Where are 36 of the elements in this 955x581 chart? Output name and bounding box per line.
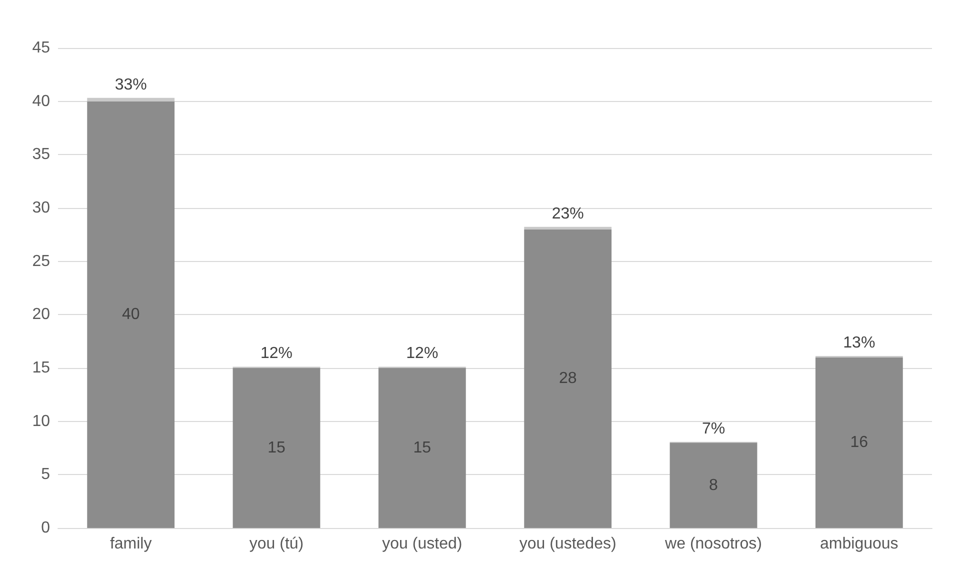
- bar: [87, 98, 175, 102]
- y-tick-label: 30: [32, 200, 50, 216]
- data-label: 13%: [843, 334, 876, 352]
- bar: [87, 101, 175, 528]
- x-tick-label: ambiguous: [820, 536, 898, 552]
- data-label: 15: [413, 440, 432, 456]
- y-tick-label: 25: [32, 252, 50, 270]
- data-label: 28: [558, 370, 577, 388]
- data-label: 23%: [552, 205, 584, 222]
- y-tick-label: 40: [32, 92, 50, 110]
- data-label: 12%: [406, 345, 438, 362]
- y-tick-label: 35: [32, 146, 50, 164]
- y-tick-label: 5: [41, 466, 50, 484]
- data-label: 16: [850, 434, 868, 452]
- bar: [815, 357, 903, 528]
- data-label: 40: [122, 306, 140, 324]
- data-label: 7%: [702, 420, 726, 438]
- bar: [524, 226, 612, 230]
- data-label: 15: [268, 440, 286, 456]
- data-label: 8: [709, 476, 718, 494]
- data-label: 33%: [114, 76, 147, 94]
- y-tick-label: 45: [32, 40, 50, 56]
- y-tick-label: 0: [41, 520, 50, 536]
- x-tick-label: we (nosotros): [664, 536, 762, 552]
- data-label: 12%: [260, 345, 293, 362]
- x-tick-label: family: [110, 536, 152, 552]
- x-tick-label: you (tú): [249, 536, 304, 552]
- bar: [378, 368, 466, 528]
- x-tick-label: you (usted): [382, 536, 462, 552]
- bar: [670, 442, 758, 528]
- y-tick-label: 15: [32, 360, 50, 376]
- y-tick-label: 10: [32, 412, 50, 430]
- x-tick-label: you (ustedes): [519, 536, 616, 552]
- bar: [232, 368, 320, 528]
- bar: [524, 229, 612, 528]
- y-tick-label: 20: [32, 306, 50, 324]
